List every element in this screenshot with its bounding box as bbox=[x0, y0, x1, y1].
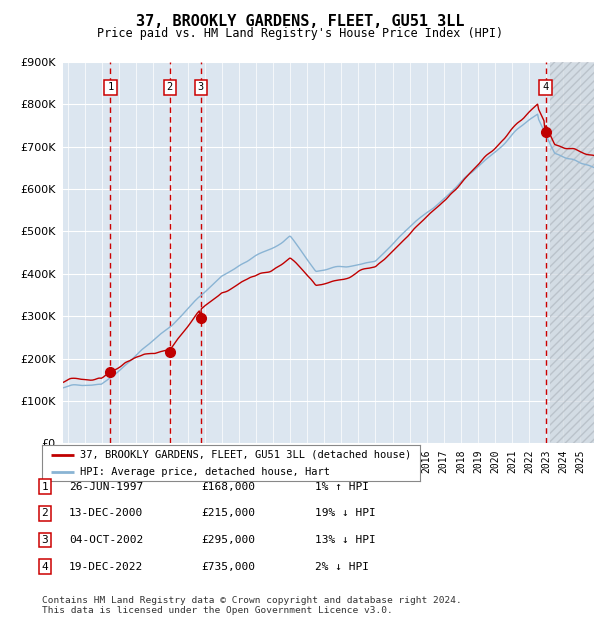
Text: 1: 1 bbox=[41, 482, 49, 492]
Text: £735,000: £735,000 bbox=[201, 562, 255, 572]
Text: 4: 4 bbox=[542, 82, 548, 92]
Text: 3: 3 bbox=[41, 535, 49, 545]
Text: 2% ↓ HPI: 2% ↓ HPI bbox=[315, 562, 369, 572]
Text: 4: 4 bbox=[41, 562, 49, 572]
Text: £215,000: £215,000 bbox=[201, 508, 255, 518]
Text: Price paid vs. HM Land Registry's House Price Index (HPI): Price paid vs. HM Land Registry's House … bbox=[97, 27, 503, 40]
Text: 26-JUN-1997: 26-JUN-1997 bbox=[69, 482, 143, 492]
Text: 04-OCT-2002: 04-OCT-2002 bbox=[69, 535, 143, 545]
Text: 37, BROOKLY GARDENS, FLEET, GU51 3LL: 37, BROOKLY GARDENS, FLEET, GU51 3LL bbox=[136, 14, 464, 29]
Text: 2: 2 bbox=[41, 508, 49, 518]
Text: 3: 3 bbox=[197, 82, 204, 92]
Text: £168,000: £168,000 bbox=[201, 482, 255, 492]
Text: 37, BROOKLY GARDENS, FLEET, GU51 3LL (detached house): 37, BROOKLY GARDENS, FLEET, GU51 3LL (de… bbox=[80, 450, 411, 459]
Text: 2: 2 bbox=[167, 82, 173, 92]
Text: 13-DEC-2000: 13-DEC-2000 bbox=[69, 508, 143, 518]
Text: Contains HM Land Registry data © Crown copyright and database right 2024.
This d: Contains HM Land Registry data © Crown c… bbox=[42, 596, 462, 615]
Text: 1: 1 bbox=[107, 82, 113, 92]
Bar bbox=[550, 62, 594, 443]
Text: £295,000: £295,000 bbox=[201, 535, 255, 545]
Text: 19% ↓ HPI: 19% ↓ HPI bbox=[315, 508, 376, 518]
Text: HPI: Average price, detached house, Hart: HPI: Average price, detached house, Hart bbox=[80, 466, 330, 477]
Text: 1% ↑ HPI: 1% ↑ HPI bbox=[315, 482, 369, 492]
Text: 13% ↓ HPI: 13% ↓ HPI bbox=[315, 535, 376, 545]
Text: 19-DEC-2022: 19-DEC-2022 bbox=[69, 562, 143, 572]
